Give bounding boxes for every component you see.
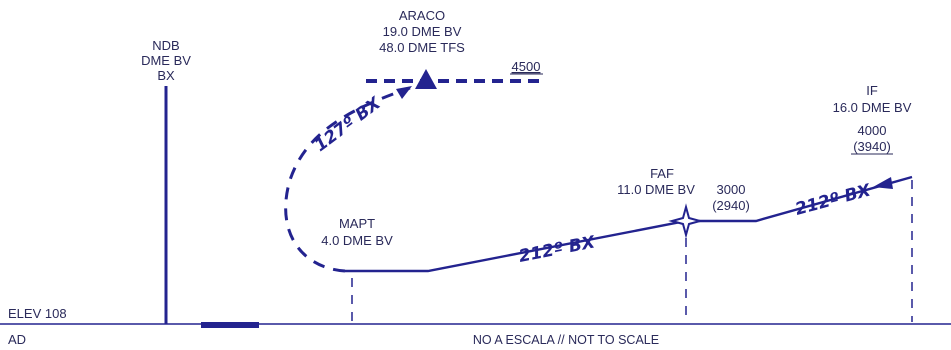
if-altitude-agl: (3940) (853, 139, 891, 154)
if-name: IF (866, 83, 878, 98)
faf-altitude: 3000 (717, 182, 746, 197)
mapt-dme: 4.0 DME BV (321, 233, 393, 248)
missed-approach-arrowhead (396, 86, 412, 99)
ndb-label-line3: BX (157, 68, 175, 83)
faf-marker-icon (668, 203, 704, 239)
araco-triangle-icon (415, 69, 437, 89)
ndb-label-line1: NDB (152, 38, 179, 53)
araco-altitude: 4500 (512, 59, 541, 74)
faf-altitude-agl: (2940) (712, 198, 750, 213)
araco-dme2: 48.0 DME TFS (379, 40, 465, 55)
scale-note: NO A ESCALA // NOT TO SCALE (473, 333, 659, 347)
araco-dme1: 19.0 DME BV (383, 24, 462, 39)
if-dme: 16.0 DME BV (833, 100, 912, 115)
runway-bar (201, 322, 259, 328)
if-arrowhead (873, 177, 893, 189)
track-127-label: 127º BX (311, 93, 385, 156)
track-212-intermediate-label: 212º BX (793, 180, 873, 219)
if-altitude: 4000 (858, 123, 887, 138)
mapt-name: MAPT (339, 216, 375, 231)
track-212-final-label: 212º BX (517, 232, 597, 267)
aerodrome-label: AD (8, 332, 26, 347)
faf-dme: 11.0 DME BV (617, 182, 695, 197)
aerodrome-elevation: ELEV 108 (8, 306, 67, 321)
ndb-label-line2: DME BV (141, 53, 191, 68)
araco-name: ARACO (399, 8, 445, 23)
faf-name: FAF (650, 166, 674, 181)
